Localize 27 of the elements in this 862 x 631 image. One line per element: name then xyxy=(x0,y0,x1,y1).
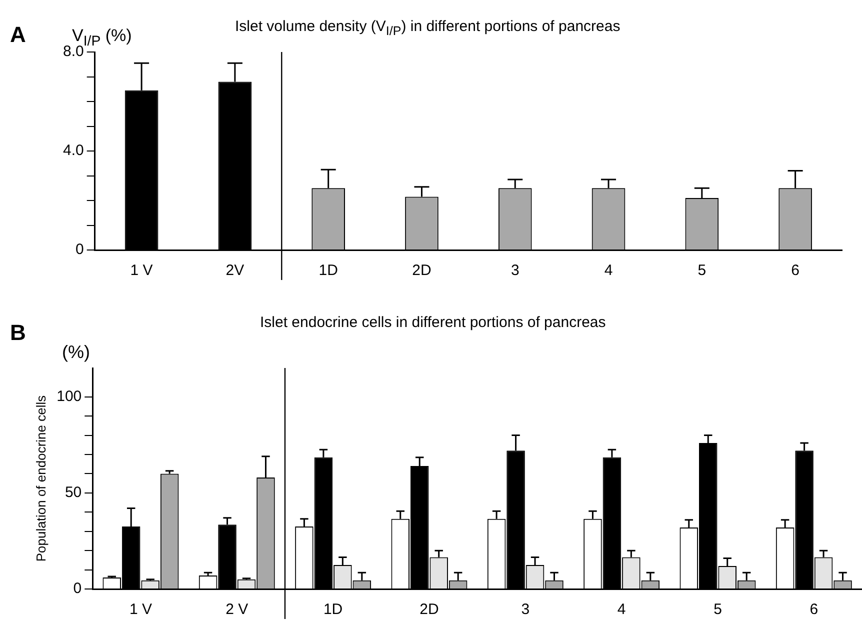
y-axis-title: Population of endocrine cells xyxy=(33,394,48,562)
x-tick-label: 2V xyxy=(226,262,244,280)
y-tick-label: 0 xyxy=(73,580,82,598)
y-tick-label: 50 xyxy=(64,484,82,502)
chart-title: Islet volume density (V$_{I/P}$) in different portions of pancreas xyxy=(235,18,620,38)
x-tick-label: 1D xyxy=(318,262,338,280)
x-tick-label: 1 V xyxy=(130,262,153,280)
x-tick-label: 6 xyxy=(791,262,800,280)
x-tick-label: 4 xyxy=(617,601,626,618)
y-tick-label: 0 xyxy=(76,241,84,258)
text: B xyxy=(10,320,26,346)
y-tick-label: 100 xyxy=(56,388,82,405)
x-tick-label: 5 xyxy=(698,262,706,280)
x-tick-label: 6 xyxy=(810,601,818,618)
text: (%) xyxy=(62,342,90,363)
x-tick-label: 3 xyxy=(510,262,520,280)
x-tick-label: 2D xyxy=(412,262,432,280)
x-tick-label: 1D xyxy=(323,601,343,618)
y-tick-label: 4.0 xyxy=(62,142,84,160)
x-tick-label: 4 xyxy=(604,262,613,280)
text: A xyxy=(10,22,26,48)
x-tick-label: 1 V xyxy=(129,601,152,618)
x-tick-label: 3 xyxy=(521,601,530,618)
x-tick-label: 2D xyxy=(420,601,439,618)
chart-title: Islet endocrine cells in different portions of pancreas xyxy=(260,314,606,331)
x-tick-label: 5 xyxy=(714,601,722,618)
x-tick-label: 2 V xyxy=(226,601,248,618)
